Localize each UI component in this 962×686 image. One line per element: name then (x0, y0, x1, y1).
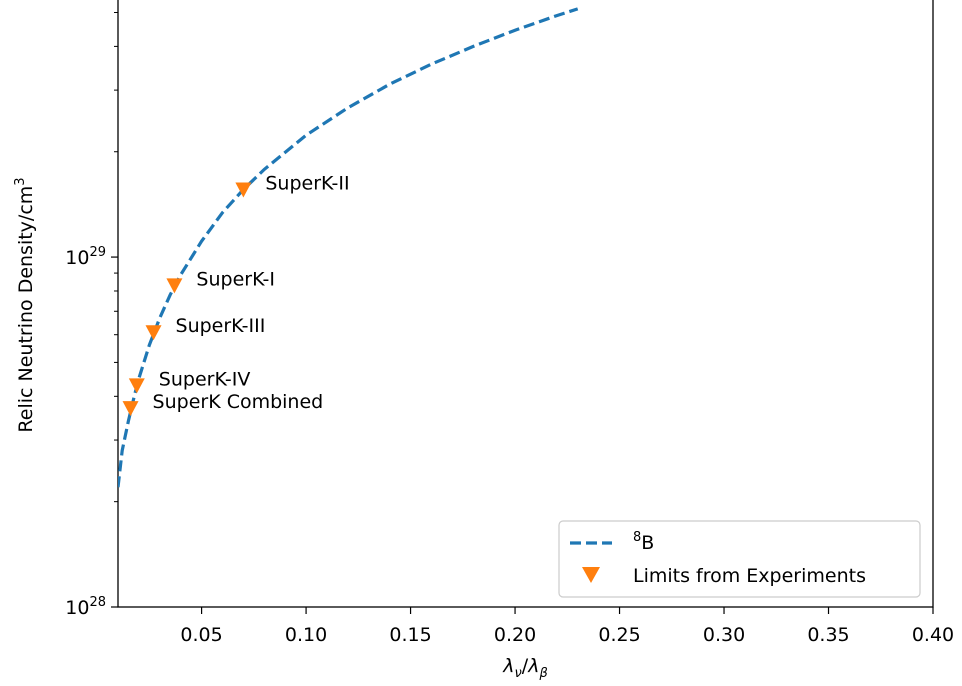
legend-label-8b: 8B (633, 530, 654, 554)
y-axis-label: Relic Neutrino Density/cm3 (13, 177, 37, 432)
x-tick-label: 0.10 (285, 624, 327, 646)
y-tick-label: 1028 (65, 595, 106, 619)
legend-marker-swatch (582, 567, 600, 583)
annotation-label: SuperK-IV (159, 368, 251, 390)
x-tick-label: 0.35 (807, 624, 849, 646)
plot-area-frame (117, 0, 934, 608)
x-tick-label: 0.40 (912, 624, 954, 646)
y-axis-minor-ticks (114, 11, 118, 503)
y-tick-label: 1029 (65, 245, 106, 269)
x-axis-ticks: 0.05 0.10 0.15 0.20 0.25 0.30 0.35 0.40 (180, 607, 954, 646)
legend-box (558, 520, 921, 598)
x-axis-label: λν/λβ (502, 655, 547, 681)
annotation-label: SuperK-III (176, 315, 266, 337)
x-tick-label: 0.15 (389, 624, 431, 646)
x-tick-label: 0.20 (494, 624, 536, 646)
annotation-label: SuperK-I (196, 268, 275, 290)
experiment-markers (122, 182, 252, 417)
marker-triangle (128, 378, 145, 394)
y-axis-ticks: 1028 1029 (65, 245, 118, 619)
marker-triangle (145, 325, 162, 341)
annotation-label: SuperK Combined (153, 391, 324, 413)
series-line-8b (118, 7, 579, 488)
annotation-label: SuperK-II (265, 172, 349, 194)
legend-label-limits: Limits from Experiments (633, 565, 866, 587)
marker-triangle (235, 182, 252, 198)
x-tick-label: 0.30 (703, 624, 745, 646)
x-tick-label: 0.25 (598, 624, 640, 646)
marker-triangle (122, 401, 139, 417)
x-tick-label: 0.05 (180, 624, 222, 646)
legend: 8B Limits from Experiments (558, 520, 921, 598)
experiment-annotations: SuperK-II SuperK-I SuperK-III SuperK-IVSupe… (153, 172, 350, 413)
marker-triangle (166, 278, 183, 294)
